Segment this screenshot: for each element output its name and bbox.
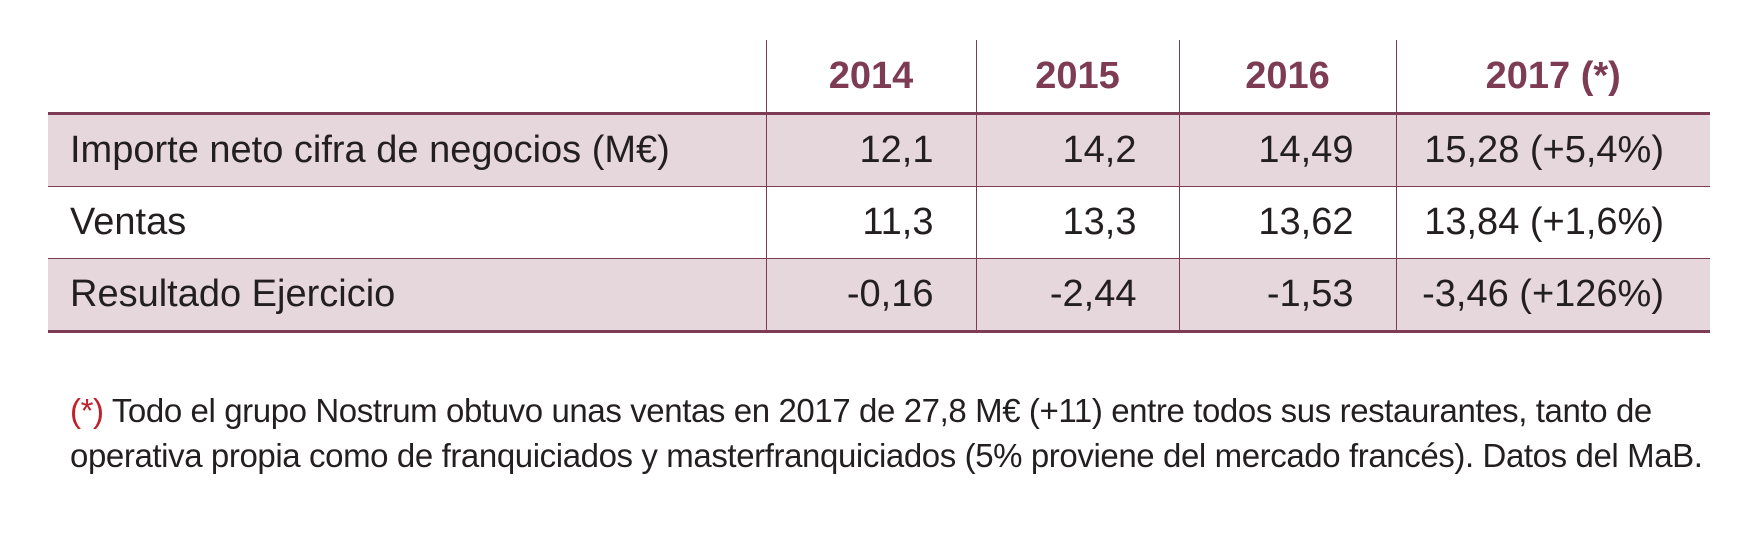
header-year-2017: 2017 (*) [1395, 40, 1710, 115]
financial-table-container: 2014 2015 2016 2017 (*) Importe neto cif… [48, 40, 1710, 333]
cell-value: -2,44 [975, 258, 1179, 333]
cell-value: 11,3 [765, 186, 976, 259]
cell-value: 15,28 (+5,4%) [1395, 113, 1710, 187]
cell-value: 13,84 (+1,6%) [1395, 186, 1710, 259]
row-label: Ventas [48, 186, 766, 259]
row-label: Importe neto cifra de negocios (M€) [48, 113, 766, 187]
row-label: Resultado Ejercicio [48, 258, 766, 333]
cell-value: 14,49 [1178, 113, 1396, 187]
header-year-2016: 2016 [1178, 40, 1396, 115]
cell-value: -3,46 (+126%) [1395, 258, 1710, 333]
cell-value: -1,53 [1178, 258, 1396, 333]
cell-value: 14,2 [975, 113, 1179, 187]
footnote: (*) Todo el grupo Nostrum obtuvo unas ve… [70, 388, 1710, 478]
header-label-cell [48, 40, 766, 115]
cell-value: -0,16 [765, 258, 976, 333]
table-row-importe-neto: Importe neto cifra de negocios (M€) 12,1… [48, 113, 1710, 187]
cell-value: 12,1 [765, 113, 976, 187]
financial-table: 2014 2015 2016 2017 (*) Importe neto cif… [48, 40, 1710, 333]
cell-value: 13,62 [1178, 186, 1396, 259]
header-year-2015: 2015 [975, 40, 1179, 115]
header-year-2014: 2014 [765, 40, 976, 115]
footnote-text: Todo el grupo Nostrum obtuvo unas ventas… [70, 392, 1703, 474]
table-header-row: 2014 2015 2016 2017 (*) [48, 40, 1710, 115]
footnote-marker: (*) [70, 392, 104, 429]
cell-value: 13,3 [975, 186, 1179, 259]
table-row-resultado-ejercicio: Resultado Ejercicio -0,16 -2,44 -1,53 -3… [48, 258, 1710, 333]
table-row-ventas: Ventas 11,3 13,3 13,62 13,84 (+1,6%) [48, 186, 1710, 259]
